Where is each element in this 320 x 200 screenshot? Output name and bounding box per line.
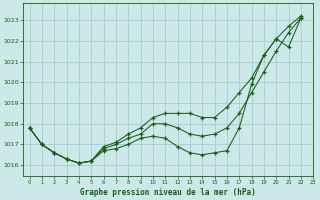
X-axis label: Graphe pression niveau de la mer (hPa): Graphe pression niveau de la mer (hPa) [80,188,256,197]
